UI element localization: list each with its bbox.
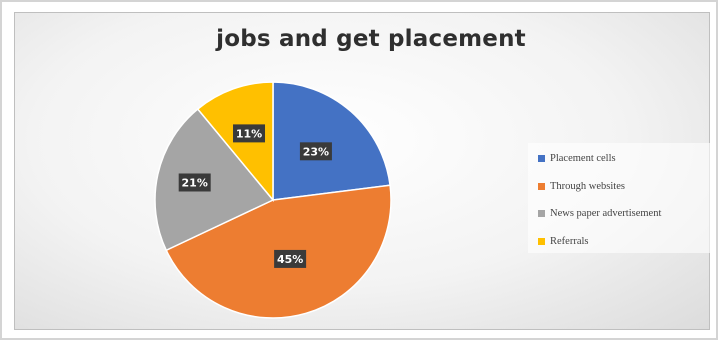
legend-item-placement-cells: Placement cells [538, 151, 616, 165]
data-label-placement-cells: 23% [299, 142, 332, 161]
legend-swatch [538, 209, 545, 217]
data-label-text: 45% [277, 253, 303, 266]
data-label-text: 23% [303, 145, 329, 158]
data-label-box [274, 249, 307, 268]
pie-slice-news-paper-advertisement [154, 108, 275, 252]
legend-swatch [538, 237, 545, 245]
data-label-box [178, 173, 211, 192]
data-label-referrals: 11% [233, 124, 266, 143]
legend: Placement cells Through websites News pa… [528, 143, 712, 253]
data-label-box [233, 124, 266, 143]
legend-item-referrals: Referrals [538, 234, 588, 248]
data-label-text: 11% [236, 127, 262, 140]
data-label-through-websites: 45% [274, 249, 307, 268]
legend-label: Referrals [550, 235, 589, 247]
legend-item-through-websites: Through websites [538, 179, 625, 193]
legend-swatch [538, 154, 545, 162]
legend-swatch [538, 182, 545, 190]
legend-item-news-paper-advertisement: News paper advertisement [538, 206, 661, 220]
pie-slice-placement-cells [272, 81, 391, 201]
legend-label: Placement cells [550, 152, 616, 164]
legend-label: News paper advertisement [550, 207, 662, 219]
legend-label: Through websites [550, 180, 625, 192]
data-label-box [299, 142, 332, 161]
data-label-text: 21% [182, 176, 208, 189]
data-label-news-paper-advertisement: 21% [178, 173, 211, 192]
chart-title: jobs and get placement [216, 26, 526, 52]
